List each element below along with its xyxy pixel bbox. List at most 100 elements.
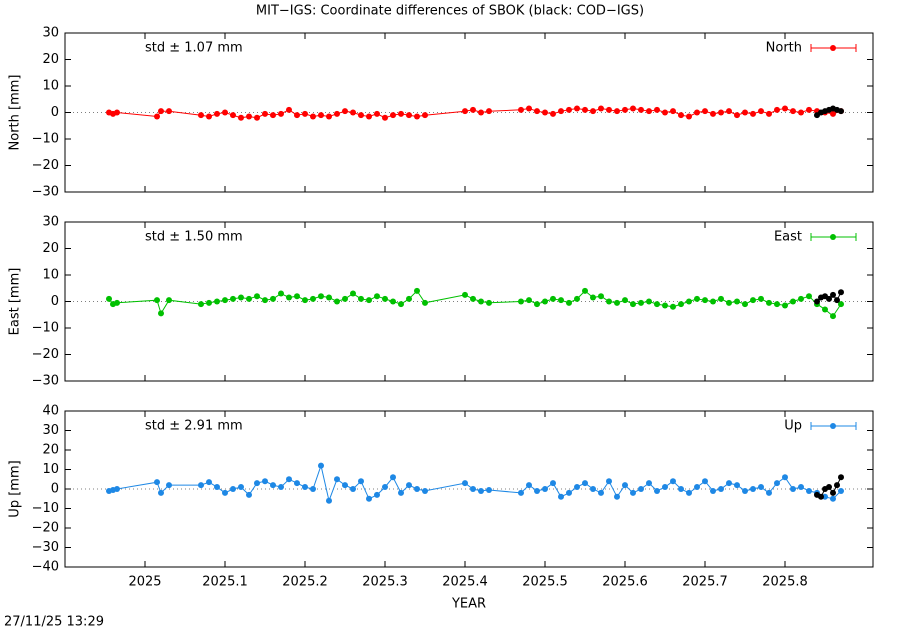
point xyxy=(478,487,484,494)
y-tick-label: 0 xyxy=(51,482,59,497)
point xyxy=(686,489,692,496)
y-tick-label: −10 xyxy=(32,501,59,516)
point xyxy=(198,112,204,119)
point xyxy=(830,495,836,502)
point xyxy=(270,112,276,119)
point xyxy=(470,106,476,113)
point xyxy=(678,486,684,492)
point xyxy=(590,294,596,301)
point xyxy=(766,299,772,306)
point xyxy=(278,484,284,491)
point xyxy=(694,295,700,302)
point xyxy=(158,108,164,115)
point xyxy=(518,298,524,305)
point xyxy=(606,106,612,113)
y-tick-label: 0 xyxy=(51,294,59,309)
point xyxy=(838,474,844,481)
point xyxy=(782,302,788,309)
point xyxy=(638,106,644,113)
point xyxy=(206,299,212,306)
y-tick-label: −40 xyxy=(32,560,59,575)
point xyxy=(670,478,676,485)
point xyxy=(254,114,260,121)
point xyxy=(158,489,164,496)
point xyxy=(830,489,836,496)
point xyxy=(518,106,524,113)
point xyxy=(734,112,740,119)
legend-marker xyxy=(830,45,836,51)
point xyxy=(806,293,812,300)
point xyxy=(470,295,476,302)
point xyxy=(566,299,572,306)
point xyxy=(334,298,340,305)
point xyxy=(422,299,428,306)
point xyxy=(374,110,380,117)
point xyxy=(814,298,820,305)
legend-label: East xyxy=(774,230,802,245)
point xyxy=(414,287,420,294)
point xyxy=(294,112,300,119)
point xyxy=(534,108,540,115)
point xyxy=(678,112,684,119)
point xyxy=(582,287,588,294)
chart-title: MIT−IGS: Coordinate differences of SBOK … xyxy=(256,4,644,19)
point xyxy=(198,482,204,489)
point xyxy=(278,110,284,117)
point xyxy=(598,293,604,300)
point xyxy=(614,108,620,115)
point xyxy=(734,298,740,305)
point xyxy=(646,298,652,305)
point xyxy=(526,105,532,112)
x-axis-label: YEAR xyxy=(451,597,486,612)
x-tick-label: 2025.8 xyxy=(762,575,808,590)
point xyxy=(214,484,220,491)
point xyxy=(398,489,404,496)
point xyxy=(518,489,524,496)
point xyxy=(654,301,660,308)
point xyxy=(662,484,668,491)
point xyxy=(286,294,292,301)
y-tick-label: −20 xyxy=(32,521,59,536)
point xyxy=(486,486,492,493)
point xyxy=(462,291,468,298)
point xyxy=(622,297,628,304)
point xyxy=(382,484,388,491)
annotation: std ± 1.50 mm xyxy=(145,230,243,245)
y-tick-label: 30 xyxy=(42,423,59,438)
x-tick-label: 2025.7 xyxy=(682,575,728,590)
point xyxy=(238,114,244,121)
point xyxy=(382,114,388,121)
point xyxy=(246,295,252,302)
point xyxy=(790,108,796,115)
plot-frame xyxy=(64,221,874,382)
plot-frame xyxy=(64,32,874,193)
point xyxy=(270,295,276,302)
point xyxy=(590,486,596,492)
point xyxy=(750,297,756,304)
point xyxy=(278,290,284,297)
point xyxy=(718,295,724,302)
point xyxy=(166,482,172,489)
point xyxy=(390,112,396,119)
point xyxy=(566,106,572,113)
point xyxy=(558,493,564,500)
point xyxy=(358,295,364,302)
point xyxy=(154,297,160,304)
point xyxy=(742,301,748,308)
point xyxy=(198,301,204,308)
point xyxy=(350,109,356,116)
x-tick-label: 2025.5 xyxy=(522,575,568,590)
y-tick-label: 40 xyxy=(42,404,59,419)
point xyxy=(310,113,316,120)
point xyxy=(726,299,732,306)
y-tick-label: 10 xyxy=(42,79,59,94)
point xyxy=(302,484,308,491)
point xyxy=(470,486,476,492)
point xyxy=(310,486,316,492)
y-tick-label: −20 xyxy=(32,158,59,173)
point xyxy=(774,480,780,487)
point xyxy=(166,297,172,304)
point xyxy=(670,108,676,115)
point xyxy=(262,297,268,304)
